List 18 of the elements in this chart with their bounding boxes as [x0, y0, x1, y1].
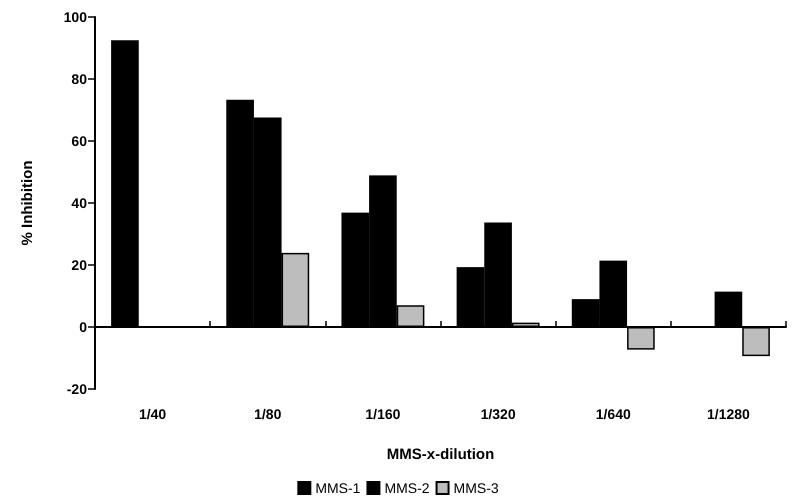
y-tick-label: 40: [71, 195, 88, 211]
y-tick-label: 20: [71, 257, 88, 273]
legend-label: MMS-1: [315, 480, 361, 496]
x-axis-title: MMS-x-dilution: [386, 446, 494, 463]
y-tick-label: 80: [71, 71, 88, 87]
x-tick-label: 1/320: [480, 406, 516, 422]
x-tick-label: 1/160: [365, 406, 401, 422]
y-tick-label: -20: [66, 381, 88, 397]
x-tick-label: 1/80: [254, 406, 282, 422]
y-tick-label: 100: [64, 9, 88, 25]
y-axis-title: % Inhibition: [19, 160, 36, 246]
x-tick-label: 1/640: [596, 406, 631, 422]
y-tick-label: 60: [71, 133, 88, 149]
x-tick-label: 1/40: [138, 406, 166, 422]
y-tick-label: 0: [79, 319, 88, 335]
x-tick-label: 1/1280: [707, 406, 750, 422]
legend-label: MMS-3: [454, 480, 499, 496]
legend-label: MMS-2: [384, 480, 430, 496]
